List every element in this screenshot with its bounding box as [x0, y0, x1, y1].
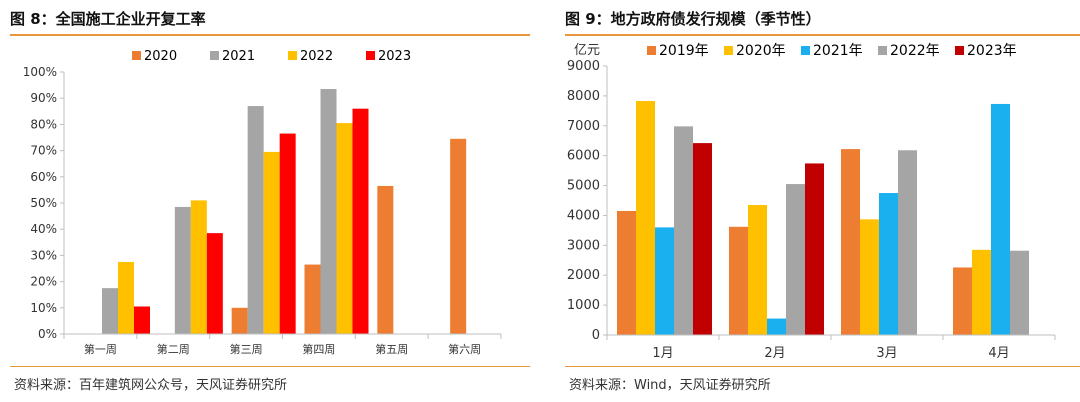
bar-2022年-1月 [674, 126, 693, 336]
legend-label: 2023 [378, 49, 411, 64]
bar-2021-第四周 [320, 89, 337, 334]
legend-swatch-2020 [132, 51, 141, 60]
y-tick-label: 7000 [567, 119, 600, 134]
bar-2019年-3月 [841, 149, 860, 335]
bar-2021-第二周 [174, 206, 191, 334]
y-tick-label: 30% [30, 248, 57, 262]
footer-divider [565, 366, 1080, 367]
x-tick-label: 第一周 [84, 342, 117, 356]
y-axis-unit-label: 亿元 [574, 43, 600, 58]
y-tick-label: 5000 [567, 179, 600, 194]
x-tick-label: 第三周 [230, 342, 263, 356]
legend-label: 2023年 [967, 43, 1017, 59]
x-tick-label: 1月 [652, 346, 673, 361]
legend-swatch-2022年 [878, 46, 887, 55]
legend-swatch-2021年 [801, 46, 810, 55]
bar-2020年-2月 [748, 204, 767, 335]
bar-2020-第六周 [450, 138, 467, 334]
y-tick-label: 0% [38, 327, 57, 341]
bar-2019年-4月 [953, 267, 972, 335]
bar-2019年-2月 [729, 226, 748, 335]
y-tick-label: 70% [30, 144, 57, 158]
legend-label: 2020 [144, 49, 177, 64]
source-note: 资料来源：百年建筑网公众号，天风证券研究所 [14, 378, 288, 393]
legend-label: 2019年 [659, 43, 709, 59]
y-tick-label: 40% [30, 222, 57, 236]
bar-2021年-1月 [655, 227, 674, 335]
title-divider [10, 34, 530, 36]
legend-label: 2020年 [736, 43, 786, 59]
figure-title: 图 9：地方政府债发行规模（季节性） [565, 10, 821, 28]
figure-title: 图 8：全国施工企业开复工率 [10, 10, 206, 28]
y-tick-label: 80% [30, 117, 57, 131]
x-tick-label: 第五周 [375, 342, 408, 356]
bar-2022年-3月 [898, 150, 917, 335]
y-tick-label: 100% [23, 65, 57, 79]
figure-9-panel: 图 9：地方政府债发行规模（季节性） 0 1000 2000 3000 4000 5000… [555, 0, 1080, 402]
legend-swatch-2019年 [647, 46, 656, 55]
bar-2022-第四周 [336, 123, 353, 334]
bar-2022-第二周 [190, 200, 207, 334]
bar-2019年-1月 [617, 210, 636, 335]
bar-2020-第四周 [304, 264, 321, 334]
bar-2022年-4月 [1010, 250, 1029, 335]
y-tick-label: 3000 [567, 238, 600, 253]
bar-2022-第一周 [118, 261, 134, 334]
y-tick-label: 90% [30, 91, 57, 105]
bar-2021年-4月 [991, 103, 1010, 335]
x-tick-label: 第二周 [157, 342, 190, 356]
legend-swatch-2023 [366, 51, 375, 60]
bar-2023年-2月 [805, 163, 824, 335]
y-tick-label: 50% [30, 196, 57, 210]
y-tick-label: 9000 [567, 59, 600, 74]
y-tick-label: 8000 [567, 89, 600, 104]
bar-2022年-2月 [786, 184, 805, 335]
bar-2021年-2月 [767, 318, 786, 335]
legend-label: 2022 [300, 49, 333, 64]
legend-swatch-2020年 [724, 46, 733, 55]
y-tick-label: 0 [592, 328, 600, 343]
legend-label: 2021年 [813, 43, 863, 59]
bar-2020-第三周 [231, 307, 248, 334]
bar-2020年-3月 [860, 219, 879, 335]
x-tick-label: 3月 [876, 346, 897, 361]
construction-resumption-chart: 0% 10% 20% 30% 40% 50% 60% 70% 80% 90% 100% 第一周 第二周 第… [23, 49, 502, 356]
y-tick-label: 4000 [567, 208, 600, 223]
bar-2022-第三周 [263, 151, 280, 334]
y-tick-label: 10% [30, 301, 57, 315]
bar-2020年-1月 [636, 100, 655, 335]
x-tick-label: 第四周 [302, 342, 335, 356]
bar-2021年-3月 [879, 193, 898, 335]
figure-8-panel: 图 8：全国施工企业开复工率 0% 10% 20% 30% 40% 50% 60% 70% 80… [10, 10, 530, 393]
bar-2021-第一周 [102, 288, 118, 334]
bar-2023-第四周 [352, 108, 369, 335]
y-tick-label: 20% [30, 275, 57, 289]
bar-2023-第一周 [134, 306, 150, 334]
legend-swatch-2022 [288, 51, 297, 60]
bar-2020年-4月 [972, 249, 991, 335]
y-tick-label: 60% [30, 170, 57, 184]
source-note: 资料来源：Wind，天风证券研究所 [569, 378, 771, 393]
legend-swatch-2023年 [955, 46, 964, 55]
bar-2023年-1月 [693, 143, 712, 335]
y-tick-label: 2000 [567, 268, 600, 283]
x-tick-label: 2月 [764, 346, 785, 361]
bar-2023-第二周 [206, 233, 223, 334]
legend-label: 2021 [222, 49, 255, 64]
legend-swatch-2021 [210, 51, 219, 60]
bar-2021-第三周 [247, 106, 264, 334]
footer-divider [10, 366, 530, 367]
bar-2020-第五周 [377, 185, 394, 334]
y-tick-label: 6000 [567, 149, 600, 164]
x-tick-label: 第六周 [448, 342, 481, 356]
title-divider [565, 34, 1080, 36]
bar-2023-第三周 [279, 133, 296, 334]
x-tick-label: 4月 [988, 346, 1009, 361]
y-tick-label: 1000 [567, 298, 600, 313]
legend-label: 2022年 [890, 43, 940, 59]
